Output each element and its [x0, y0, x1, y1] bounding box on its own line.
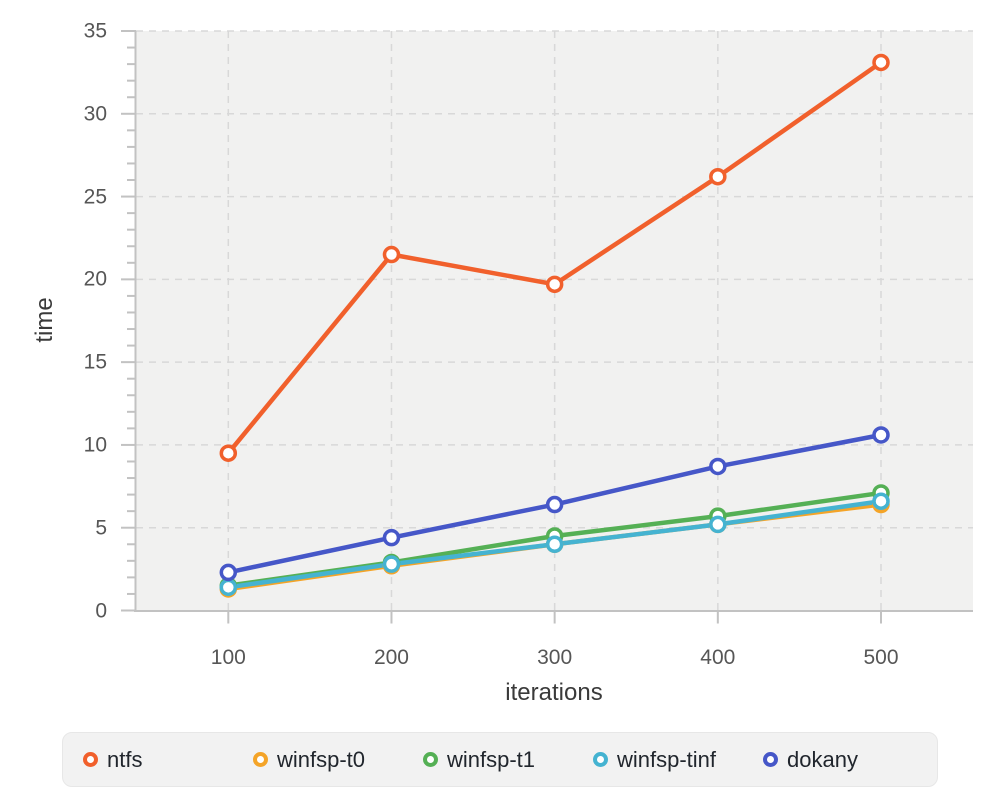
y-tick-label-30: 30: [83, 102, 107, 126]
y-tick-label-5: 5: [95, 516, 107, 540]
data-point-dokany-500: [872, 426, 890, 444]
legend-item-label: ntfs: [107, 746, 143, 772]
y-tick-label-25: 25: [83, 185, 107, 209]
legend-marker-icon: [423, 752, 438, 767]
data-point-winfsp-tinf-100: [219, 578, 238, 597]
data-point-dokany-100: [219, 563, 238, 582]
legend-marker-icon: [253, 752, 268, 767]
data-point-ntfs-100: [219, 444, 238, 462]
legend: ntfs winfsp-t0 winfsp-t1 winfsp-tinf dokany: [62, 732, 938, 787]
legend-item-label: winfsp-t0: [277, 746, 366, 772]
legend-item-label: winfsp-tinf: [617, 746, 717, 772]
data-point-ntfs-500: [872, 53, 890, 72]
y-tick-label-35: 35: [83, 19, 107, 43]
data-point-ntfs-400: [709, 167, 727, 186]
y-tick-label-20: 20: [83, 267, 107, 291]
legend-item-ntfs[interactable]: ntfs: [83, 746, 253, 772]
data-point-dokany-400: [709, 457, 727, 476]
data-point-dokany-300: [545, 495, 564, 514]
legend-item-winfsp-t0[interactable]: winfsp-t0: [253, 746, 423, 772]
data-point-winfsp-tinf-500: [872, 492, 890, 510]
data-point-ntfs-200: [382, 245, 401, 264]
x-tick-label-500: 500: [863, 646, 899, 669]
y-tick-label-10: 10: [83, 433, 107, 457]
legend-item-winfsp-t1[interactable]: winfsp-t1: [423, 746, 593, 772]
x-tick-label-300: 300: [537, 646, 573, 669]
x-tick-label-100: 100: [210, 646, 246, 669]
data-point-dokany-200: [382, 528, 401, 547]
x-axis-title: iterations: [505, 679, 603, 706]
legend-marker-icon: [83, 752, 98, 767]
y-axis-title: time: [31, 297, 58, 343]
data-point-winfsp-tinf-300: [545, 535, 564, 554]
data-point-winfsp-tinf-400: [709, 515, 727, 534]
y-tick-label-0: 0: [95, 599, 107, 622]
legend-item-winfsp-tinf[interactable]: winfsp-tinf: [593, 746, 763, 772]
x-tick-label-400: 400: [700, 646, 736, 669]
legend-marker-icon: [593, 752, 608, 767]
legend-marker-icon: [763, 752, 778, 767]
y-tick-label-15: 15: [83, 350, 107, 374]
legend-item-dokany[interactable]: dokany: [763, 746, 858, 772]
data-point-winfsp-tinf-200: [382, 555, 401, 573]
data-point-ntfs-300: [545, 275, 564, 294]
legend-item-label: dokany: [787, 746, 858, 772]
x-tick-label-200: 200: [373, 646, 409, 669]
legend-item-label: winfsp-t1: [447, 746, 536, 772]
